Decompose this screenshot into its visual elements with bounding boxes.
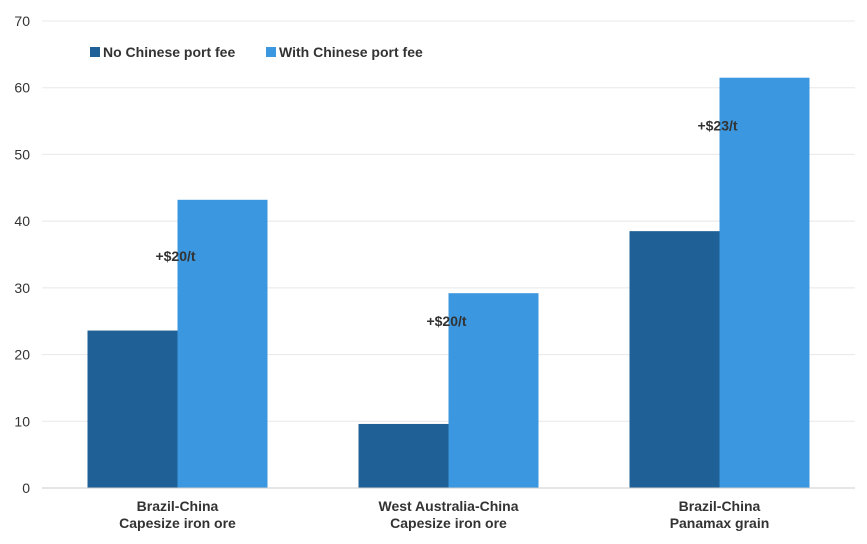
legend-label: No Chinese port fee [103,44,235,60]
x-category-label: Brazil-China Panamax grain [670,498,770,531]
y-tick-label: 50 [14,146,30,162]
legend-swatch [90,47,100,57]
annotations: +$20/t +$20/t +$23/t [155,118,737,329]
bar-with-fee [177,199,268,488]
bar-with-fee [719,77,810,488]
bars [87,77,810,488]
x-category-label-line: Capesize iron ore [119,515,236,531]
x-category-label: West Australia-China Capesize iron ore [378,498,518,531]
bar-no-fee [358,423,449,488]
x-category-label: Brazil-China Capesize iron ore [119,498,236,531]
y-tick-label: 40 [14,213,30,229]
y-tick-label: 60 [14,80,30,96]
y-tick-label: 70 [14,13,30,29]
y-tick-label: 20 [14,347,30,363]
difference-annotation: +$23/t [697,118,737,134]
y-tick-label: 30 [14,280,30,296]
y-axis-ticks: 0 10 20 30 40 50 60 70 [14,13,30,496]
bar-no-fee [629,231,720,488]
x-category-label-line: Panamax grain [670,515,770,531]
y-tick-label: 0 [22,480,30,496]
legend-swatch [266,47,276,57]
x-category-label-line: West Australia-China [378,498,518,514]
legend: No Chinese port fee With Chinese port fee [90,44,423,60]
difference-annotation: +$20/t [155,248,195,264]
bar-no-fee [87,330,178,488]
legend-label: With Chinese port fee [279,44,423,60]
difference-annotation: +$20/t [426,313,466,329]
bar-with-fee [448,293,539,488]
y-tick-label: 10 [14,413,30,429]
x-category-label-line: Capesize iron ore [390,515,507,531]
x-category-label-line: Brazil-China [679,498,761,514]
x-category-label-line: Brazil-China [137,498,219,514]
